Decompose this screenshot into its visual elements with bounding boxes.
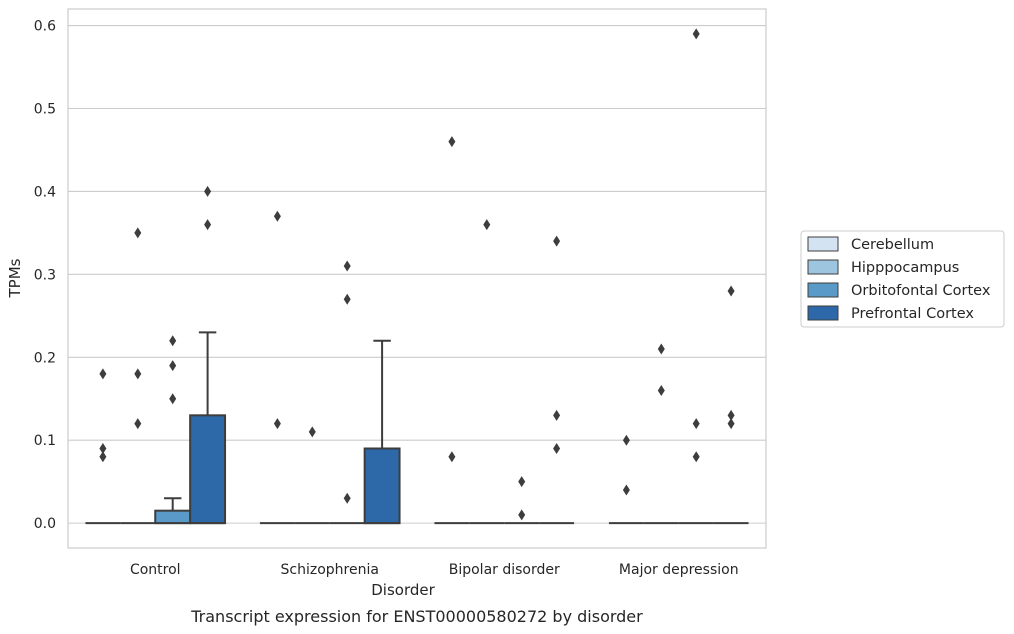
outlier-point (727, 418, 735, 430)
outlier-point (169, 360, 177, 372)
legend-swatch (807, 259, 839, 275)
outlier-point (308, 426, 316, 438)
x-tick-labels: Control Schizophrenia Bipolar disorder Majo… (130, 562, 739, 578)
y-tick-label: 0.4 (34, 184, 56, 200)
outlier-point (448, 451, 456, 463)
box (189, 414, 227, 525)
outlier-point (134, 418, 142, 430)
outlier-point (99, 442, 107, 454)
legend-label: Prefrontal Cortex (851, 306, 974, 322)
outlier-point (99, 451, 107, 463)
y-tick-label: 0.0 (34, 516, 56, 532)
outlier-point (692, 418, 700, 430)
outlier-point (692, 451, 700, 463)
outlier-point (343, 293, 351, 305)
outlier-point (134, 368, 142, 380)
legend-label: Cerebellum (851, 237, 934, 253)
outlier-point (553, 442, 561, 454)
plot-area (68, 9, 766, 548)
y-tick-label: 0.3 (34, 267, 56, 283)
legend-swatch (807, 236, 839, 252)
legend-swatch (807, 305, 839, 321)
plot-frame (67, 8, 767, 549)
outlier-point (553, 235, 561, 247)
x-tick-label: Schizophrenia (281, 562, 379, 578)
outlier-point (169, 393, 177, 405)
outlier-point (657, 384, 665, 396)
box (363, 447, 401, 525)
y-tick-label: 0.1 (34, 433, 56, 449)
outlier-point (99, 368, 107, 380)
outlier-point (134, 227, 142, 239)
y-tick-labels: 0.0 0.1 0.2 0.3 0.4 0.5 0.6 (34, 19, 56, 533)
legend-swatch (807, 282, 839, 298)
outlier-point (692, 28, 700, 40)
outlier-point (169, 335, 177, 347)
x-tick-label: Major depression (619, 562, 739, 578)
outlier-point (518, 476, 526, 488)
outlier-point (657, 343, 665, 355)
legend-label: Hipppocampus (851, 260, 959, 276)
outlier-point (727, 285, 735, 297)
box (154, 509, 192, 525)
outlier-point (273, 210, 281, 222)
legend: Cerebellum Hipppocampus Orbitofontal Corte… (800, 230, 1005, 328)
outlier-point (727, 409, 735, 421)
outlier-point (343, 260, 351, 272)
y-tick-label: 0.5 (34, 102, 56, 118)
outliers-layer (99, 28, 735, 521)
x-tick-label: Bipolar disorder (449, 562, 560, 578)
outlier-point (343, 492, 351, 504)
outlier-point (518, 509, 526, 521)
outlier-point (204, 185, 212, 197)
legend-label: Orbitofontal Cortex (851, 283, 991, 299)
outlier-point (204, 219, 212, 231)
outlier-point (448, 136, 456, 148)
y-axis-label: TPMs (6, 258, 24, 298)
boxes-layer (85, 331, 749, 525)
legend-frame (800, 230, 1005, 328)
outlier-point (483, 219, 491, 231)
x-tick-label: Control (130, 562, 181, 578)
outlier-point (622, 434, 630, 446)
chart-caption: Transcript expression for ENST0000058027… (190, 607, 643, 626)
x-axis-label: Disorder (371, 581, 435, 599)
gridlines (68, 25, 766, 524)
outlier-point (622, 484, 630, 496)
y-tick-label: 0.2 (34, 350, 56, 366)
y-tick-label: 0.6 (34, 19, 56, 35)
outlier-point (273, 418, 281, 430)
outlier-point (553, 409, 561, 421)
